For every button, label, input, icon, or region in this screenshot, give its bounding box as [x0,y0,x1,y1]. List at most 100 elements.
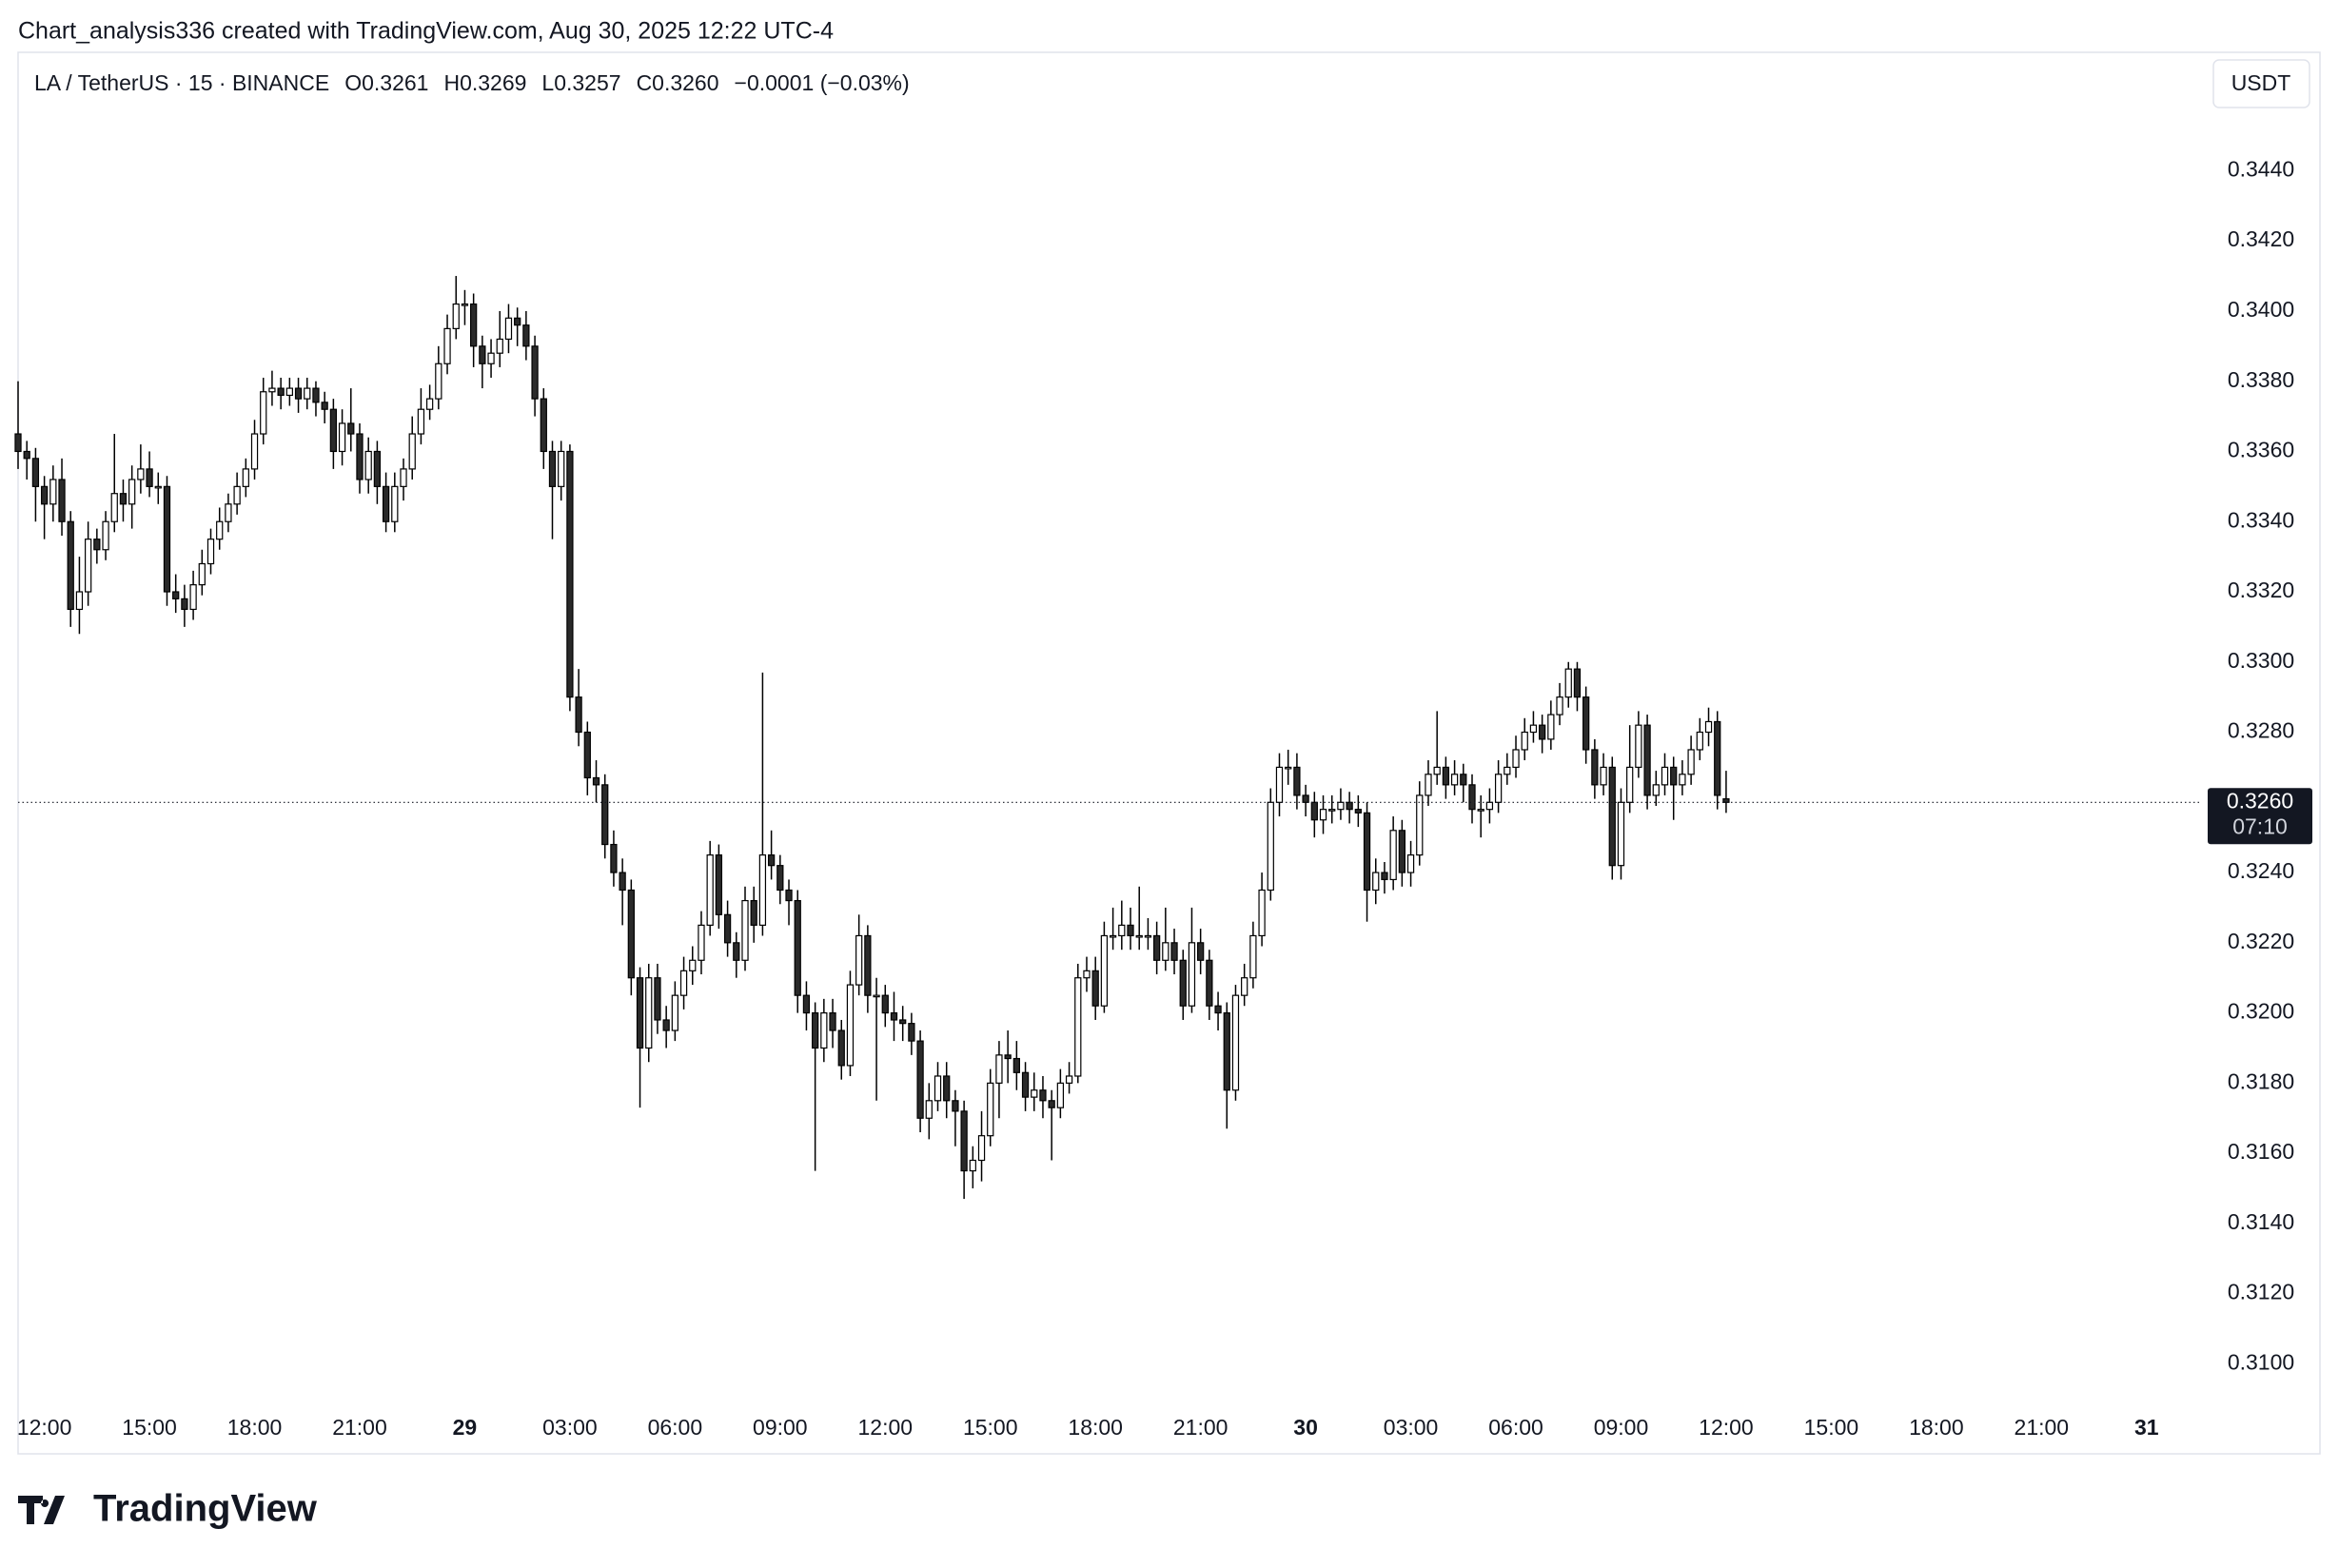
candle-body [592,776,600,786]
candle-body [277,387,285,397]
candle-body [1152,934,1161,961]
x-tick-label: 18:00 [1909,1415,1964,1440]
candle-body [1617,801,1625,867]
candle-body [470,303,478,347]
candle-body [93,539,101,551]
button-label[interactable]: USDT [2231,70,2291,95]
candle-body [890,1011,898,1021]
candle-body [1285,766,1292,770]
candle-body [1031,1089,1038,1098]
button-frame[interactable] [2212,59,2310,108]
candle-body [943,1075,951,1102]
candle-body [671,994,678,1031]
candle-body [908,1023,915,1042]
candle-body [689,959,697,971]
candle-body [627,889,635,979]
candle-body [679,970,688,996]
candle-body [260,391,267,435]
x-tick-label: 12:00 [1699,1415,1754,1440]
candle-body [1608,766,1616,867]
candle-body [1477,809,1484,812]
candle-body [776,865,784,892]
candle-body [1416,794,1424,856]
candle-body [461,303,469,306]
candle-body [1425,774,1432,796]
candle-body [977,1135,986,1162]
candle-body [67,520,74,611]
candle-body [785,889,793,902]
candle-body [1144,934,1152,938]
candle-body [1223,1011,1230,1091]
candle-body [233,485,241,505]
candle-body [1083,970,1091,979]
candle-body [750,899,757,926]
candle-body [1696,731,1703,751]
y-tick-label: 0.3240 [2228,858,2294,883]
candle-body [1556,696,1563,715]
x-tick-label: 09:00 [753,1415,808,1440]
y-tick-label: 0.3280 [2228,718,2294,743]
x-tick-label: 06:00 [1488,1415,1543,1440]
candle-body [198,562,206,586]
candle-body [1704,720,1713,734]
candle-body [1231,994,1240,1091]
y-tick-label: 0.3420 [2228,226,2294,251]
candle-body [846,984,855,1067]
candle-body [837,1029,845,1067]
y-tick-label: 0.3180 [2228,1068,2294,1093]
candle-body [514,317,521,326]
candle-body [58,479,66,522]
change: −0.0001 (−0.03%) [735,70,910,95]
symbol: LA / TetherUS · 15 · BINANCE [34,70,329,95]
candle-body [1564,668,1572,698]
candle-body [1012,1057,1020,1073]
candle-body [855,934,863,986]
candle-body [820,1011,828,1049]
logo-text: TradingView [93,1488,318,1530]
candle-body [1670,766,1678,786]
candle-body [1661,766,1669,786]
candle-body [723,913,732,944]
candle-body [425,398,434,410]
candle-body [338,422,346,453]
candle-body [1091,970,1099,1007]
candle-body [504,317,513,341]
currency-button[interactable]: USDT [2212,59,2310,108]
candle-body [1162,942,1170,961]
candle-body [1652,784,1660,796]
candle-body [1521,731,1528,751]
candle-body [1442,766,1450,786]
x-tick-label: 06:00 [648,1415,703,1440]
candle-body [1433,766,1441,775]
candle-body [1135,934,1143,938]
candle-body [1406,854,1415,873]
candle-body [1074,977,1082,1077]
candle-body [417,408,425,435]
candle-body [1258,889,1266,937]
candle-body [31,458,40,487]
candle-body [1468,784,1476,811]
candle-body [1170,942,1178,961]
y-tick-label: 0.3140 [2228,1209,2294,1234]
x-tick-label: 30 [1293,1415,1318,1440]
candle-body [75,591,84,611]
y-tick-label: 0.3400 [2228,297,2294,322]
y-tick-label: 0.3160 [2228,1139,2294,1164]
candle-body [987,1082,994,1137]
candle-body [443,327,451,364]
candle-body [794,899,801,996]
x-tick-label: 15:00 [122,1415,177,1440]
candle-body [487,352,495,364]
candle-body [960,1110,968,1172]
candle-body [575,696,582,734]
candle-body [373,450,382,487]
x-tick-label: 31 [2134,1415,2159,1440]
candle-body [1363,812,1371,892]
low: L0.3257 [541,70,620,95]
candle-body [1004,1054,1012,1060]
candle-body [995,1054,1003,1084]
candle-body [767,854,776,867]
candle-body [969,1159,976,1172]
candle-body [364,450,372,480]
x-tick-label: 21:00 [1173,1415,1228,1440]
